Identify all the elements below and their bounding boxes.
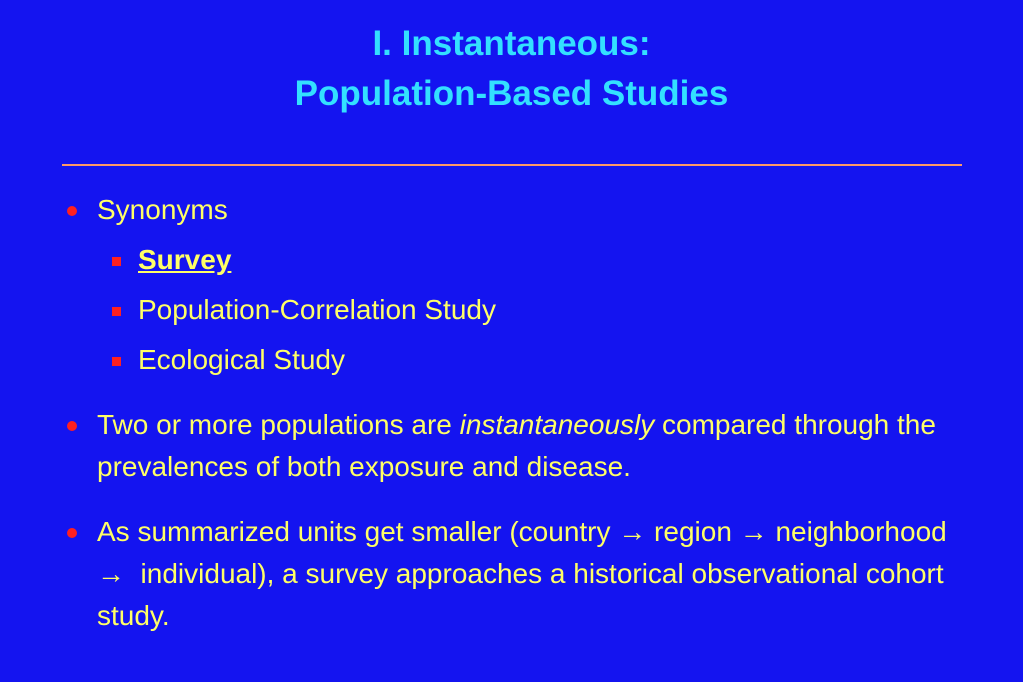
text: Two or more populations are (97, 409, 460, 440)
bullet-text: Two or more populations are instantaneou… (97, 404, 982, 488)
emphasis: instantaneously (459, 409, 655, 440)
bullet-icon (67, 206, 77, 216)
title-line: I. Instantaneous: (372, 24, 651, 63)
bullet-icon (67, 528, 77, 538)
text: compared through the prevalences of both… (97, 409, 936, 482)
sub-bullet-icon (112, 357, 121, 366)
sub-item: Ecological Study (138, 344, 346, 375)
bullet-text: Synonyms (97, 194, 228, 225)
bullet-icon (67, 421, 77, 431)
sub-item: Survey (138, 244, 232, 275)
sub-bullet-icon (112, 307, 121, 316)
sub-bullet-icon (112, 257, 121, 266)
bullet-text: As summarized units get smaller (country… (97, 516, 955, 631)
divider (62, 164, 962, 166)
sub-item: Population-Correlation Study (138, 294, 496, 325)
title-line: Population-Based Studies (294, 74, 729, 113)
